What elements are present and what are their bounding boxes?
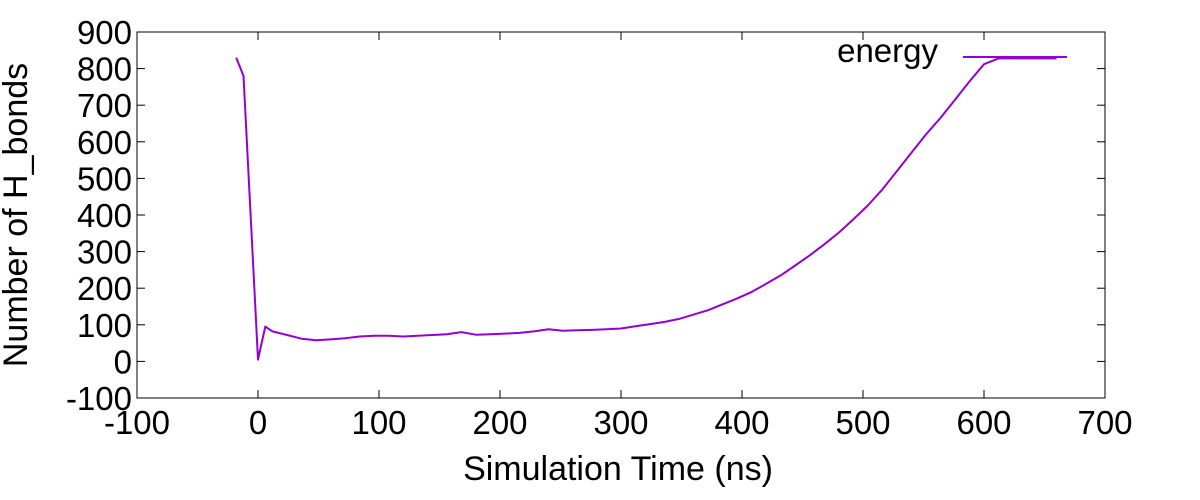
plot-frame <box>136 31 1106 399</box>
legend-label-energy: energy <box>837 32 938 69</box>
y-tick-label: -100 <box>66 380 132 417</box>
x-tick-label: 200 <box>472 404 527 441</box>
y-tick-label: 900 <box>77 14 132 51</box>
x-tick-label: 0 <box>249 404 267 441</box>
x-tick-label: 600 <box>956 404 1011 441</box>
x-tick-label: 300 <box>593 404 648 441</box>
y-axis-label: Number of H_bonds <box>0 63 35 367</box>
y-tick-label: 0 <box>114 343 132 380</box>
y-tick-label: 400 <box>77 197 132 234</box>
x-tick-label: 500 <box>835 404 890 441</box>
y-tick-label: 500 <box>77 160 132 197</box>
y-tick-label: 700 <box>77 87 132 124</box>
x-tick-label: 400 <box>714 404 769 441</box>
x-axis-label: Simulation Time (ns) <box>463 450 773 488</box>
y-tick-label: 100 <box>77 307 132 344</box>
y-tick-label: 300 <box>77 234 132 271</box>
y-tick-label: 200 <box>77 270 132 307</box>
y-tick-label: 600 <box>77 124 132 161</box>
x-tick-label: -100 <box>104 404 170 441</box>
axis-ticks <box>136 31 1106 399</box>
series-layer <box>235 57 1057 361</box>
series-line-energy <box>235 57 1057 361</box>
x-tick-labels: -100 0 100 200 300 400 500 600 700 <box>104 404 1133 441</box>
x-tick-label: 700 <box>1077 404 1132 441</box>
y-tick-label: 800 <box>77 51 132 88</box>
legend: energy <box>837 32 1067 69</box>
x-tick-label: 100 <box>351 404 406 441</box>
